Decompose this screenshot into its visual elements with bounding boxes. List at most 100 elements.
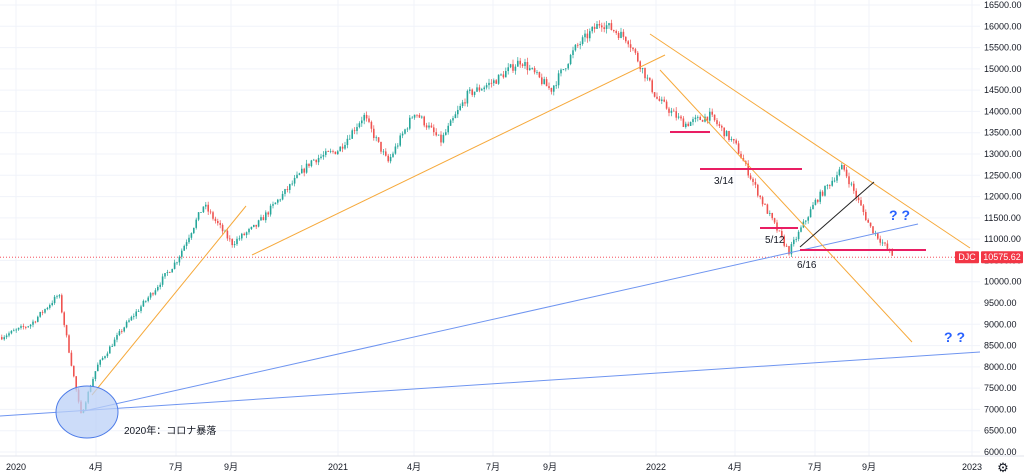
candle [505,67,507,78]
candle [483,85,485,92]
candle [248,227,250,235]
candle [195,217,197,230]
candle [536,69,538,75]
candle [226,227,229,241]
gear-icon[interactable]: ⚙ [997,461,1009,476]
y-tick-label: 14500.00 [984,85,1022,95]
candle [886,240,889,250]
candle [586,28,589,43]
candle [824,185,826,197]
candle [754,178,757,189]
candle [39,311,41,318]
candle [725,130,728,137]
candle [850,181,853,187]
candle [363,112,365,125]
candle [406,127,409,133]
candle [241,232,243,241]
candle [435,128,437,137]
candle [493,78,495,86]
candle [497,74,500,85]
x-tick-label: 7月 [169,462,183,472]
candle [344,141,346,150]
y-tick-label: 11500.00 [984,213,1021,223]
candle [685,121,687,129]
candle [517,57,519,67]
candle [682,116,685,128]
candle [49,303,51,310]
downtrend-lower-channel [659,69,913,343]
candle [507,63,509,75]
candle [625,36,627,44]
candle [644,67,646,82]
candle [236,236,238,246]
candle [478,84,481,93]
candle [394,143,397,155]
candle [464,98,466,107]
annotation-question-upper: ? ? [889,207,910,223]
candle [872,226,874,234]
candle [610,19,613,31]
candle [416,114,418,118]
candle [557,70,560,89]
candle [836,171,838,184]
candle [99,359,101,368]
annotation-6-16: 6/16 [797,260,817,271]
x-tick-label: 7月 [808,462,822,472]
candle [200,212,202,213]
candle [329,148,332,154]
y-tick-label: 15500.00 [984,43,1022,53]
candle [377,137,380,143]
candle [445,129,447,136]
candle [152,292,154,297]
candle [469,87,471,94]
candle [10,330,13,335]
candles [1,19,893,414]
candle [111,343,113,348]
candle [389,153,392,164]
candle [315,159,317,165]
candle [843,164,845,172]
candle [20,324,22,330]
candle [598,20,601,29]
symbol-tag-label: DJC [958,252,976,262]
candle [51,300,53,307]
candle [404,128,406,135]
candle [46,306,49,311]
candle [245,231,248,239]
candle [814,198,817,206]
candle [68,334,70,354]
candle [437,134,440,136]
candle [869,222,872,228]
candle [529,64,531,71]
candle [123,326,125,333]
candle [137,309,140,312]
candle [349,134,351,140]
annotation-question-lower: ? ? [944,329,965,345]
x-tick-label: 2020 [6,462,26,472]
candle [793,236,795,247]
candle [500,73,502,76]
candle [106,351,109,358]
candle [310,159,313,168]
candle [509,63,512,69]
candle [159,282,161,290]
y-tick-label: 13500.00 [984,128,1022,138]
candle [661,96,663,105]
candle [538,71,541,79]
candle [699,115,701,121]
candle [524,58,526,69]
candle [521,63,524,68]
candle [447,122,449,135]
candle [781,228,783,239]
candle [771,212,773,221]
candle [711,108,713,118]
y-tick-label: 9500.00 [984,298,1017,308]
candle [716,117,718,127]
candle [97,362,99,372]
x-tick-label: 7月 [486,462,500,472]
candle [867,218,869,223]
covid-crash-circle [55,385,119,439]
candle [584,30,586,42]
candle [713,114,716,122]
